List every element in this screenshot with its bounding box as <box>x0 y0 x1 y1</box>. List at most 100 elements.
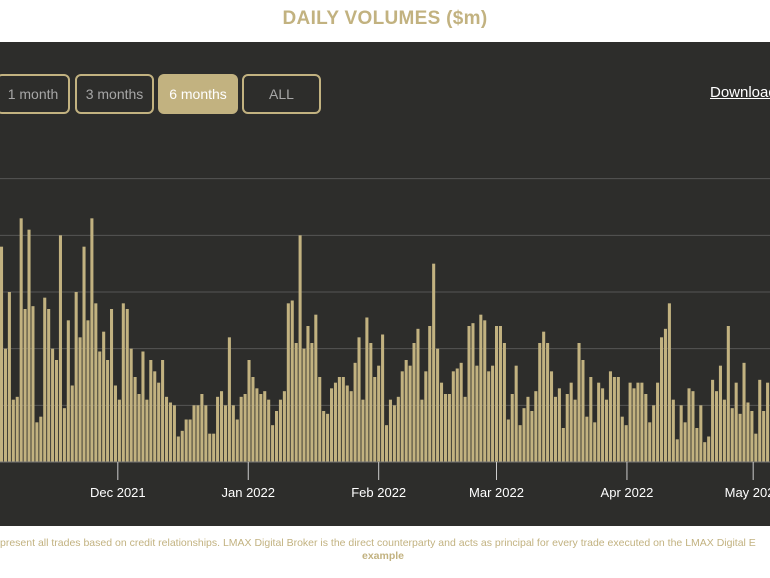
bar[interactable] <box>31 306 35 462</box>
bar[interactable] <box>204 405 208 462</box>
bar[interactable] <box>498 326 502 462</box>
bar[interactable] <box>573 399 577 462</box>
bar[interactable] <box>424 371 428 462</box>
bar[interactable] <box>278 399 282 462</box>
bar[interactable] <box>616 377 620 462</box>
bar[interactable] <box>542 331 546 462</box>
bar[interactable] <box>557 388 561 462</box>
bar[interactable] <box>11 399 15 462</box>
bar[interactable] <box>153 371 157 462</box>
bar[interactable] <box>188 419 192 463</box>
bar[interactable] <box>345 385 349 463</box>
bar[interactable] <box>605 399 609 462</box>
bar[interactable] <box>754 433 758 462</box>
bar[interactable] <box>82 246 86 462</box>
bar[interactable] <box>369 343 373 462</box>
bar[interactable] <box>663 328 667 462</box>
range-1-month-button[interactable]: 1 month <box>0 74 70 114</box>
bar[interactable] <box>113 385 117 463</box>
bar[interactable] <box>707 436 711 463</box>
bar[interactable] <box>0 246 4 462</box>
bar[interactable] <box>550 371 554 462</box>
bar[interactable] <box>675 439 679 462</box>
example-link[interactable]: example <box>362 550 405 562</box>
bar[interactable] <box>538 343 542 462</box>
bar[interactable] <box>436 348 440 462</box>
bar[interactable] <box>510 394 514 462</box>
bar[interactable] <box>695 428 699 462</box>
bar[interactable] <box>27 229 31 462</box>
bar[interactable] <box>612 377 616 462</box>
bar[interactable] <box>318 377 322 462</box>
bar[interactable] <box>141 351 145 463</box>
bar[interactable] <box>404 360 408 462</box>
bar[interactable] <box>734 382 738 462</box>
bar[interactable] <box>74 292 78 462</box>
bar[interactable] <box>746 402 750 463</box>
bar[interactable] <box>298 235 302 462</box>
bar[interactable] <box>176 436 180 463</box>
bar[interactable] <box>636 382 640 462</box>
bar[interactable] <box>19 218 23 462</box>
bar[interactable] <box>263 391 267 462</box>
bar[interactable] <box>491 365 495 462</box>
bar[interactable] <box>506 419 510 463</box>
bar[interactable] <box>282 391 286 462</box>
bar[interactable] <box>565 394 569 462</box>
bar[interactable] <box>648 422 652 462</box>
range-6-months-button[interactable]: 6 months <box>158 74 238 114</box>
bar[interactable] <box>459 362 463 462</box>
bar[interactable] <box>730 408 734 462</box>
bar[interactable] <box>726 326 730 462</box>
bar[interactable] <box>235 419 239 463</box>
bar[interactable] <box>137 394 141 462</box>
bar[interactable] <box>451 371 455 462</box>
bar[interactable] <box>251 377 255 462</box>
bar[interactable] <box>561 428 565 462</box>
bar[interactable] <box>703 442 707 462</box>
bar[interactable] <box>341 377 345 462</box>
bar[interactable] <box>66 320 70 462</box>
bar[interactable] <box>43 297 47 462</box>
bar[interactable] <box>172 405 176 462</box>
bar[interactable] <box>165 396 169 462</box>
bar[interactable] <box>294 343 298 462</box>
bar[interactable] <box>428 326 432 462</box>
bar[interactable] <box>231 405 235 462</box>
bar[interactable] <box>110 309 114 462</box>
bar[interactable] <box>589 377 593 462</box>
bar[interactable] <box>330 388 334 462</box>
bar[interactable] <box>286 303 290 462</box>
bar[interactable] <box>722 399 726 462</box>
bar[interactable] <box>412 343 416 462</box>
bar[interactable] <box>220 391 224 462</box>
bar[interactable] <box>15 396 19 462</box>
bar[interactable] <box>381 334 385 463</box>
bar[interactable] <box>553 396 557 462</box>
bar[interactable] <box>388 399 392 462</box>
bar[interactable] <box>58 235 62 462</box>
bar[interactable] <box>447 394 451 462</box>
bar[interactable] <box>223 405 227 462</box>
bar[interactable] <box>432 263 436 462</box>
bar[interactable] <box>471 323 475 462</box>
bar[interactable] <box>620 416 624 462</box>
bar[interactable] <box>766 382 770 462</box>
bar[interactable] <box>396 396 400 462</box>
bar[interactable] <box>593 422 597 462</box>
bar[interactable] <box>86 320 90 462</box>
bar[interactable] <box>644 394 648 462</box>
bar[interactable] <box>632 388 636 462</box>
bar[interactable] <box>377 365 381 462</box>
bar[interactable] <box>216 396 220 462</box>
bar[interactable] <box>322 411 326 462</box>
bar[interactable] <box>306 326 310 462</box>
bar[interactable] <box>78 337 82 462</box>
bar[interactable] <box>102 331 106 462</box>
bar[interactable] <box>699 405 703 462</box>
bar[interactable] <box>129 348 133 462</box>
bar[interactable] <box>577 343 581 462</box>
bar[interactable] <box>184 419 188 463</box>
bar[interactable] <box>259 394 263 462</box>
bar[interactable] <box>416 328 420 462</box>
